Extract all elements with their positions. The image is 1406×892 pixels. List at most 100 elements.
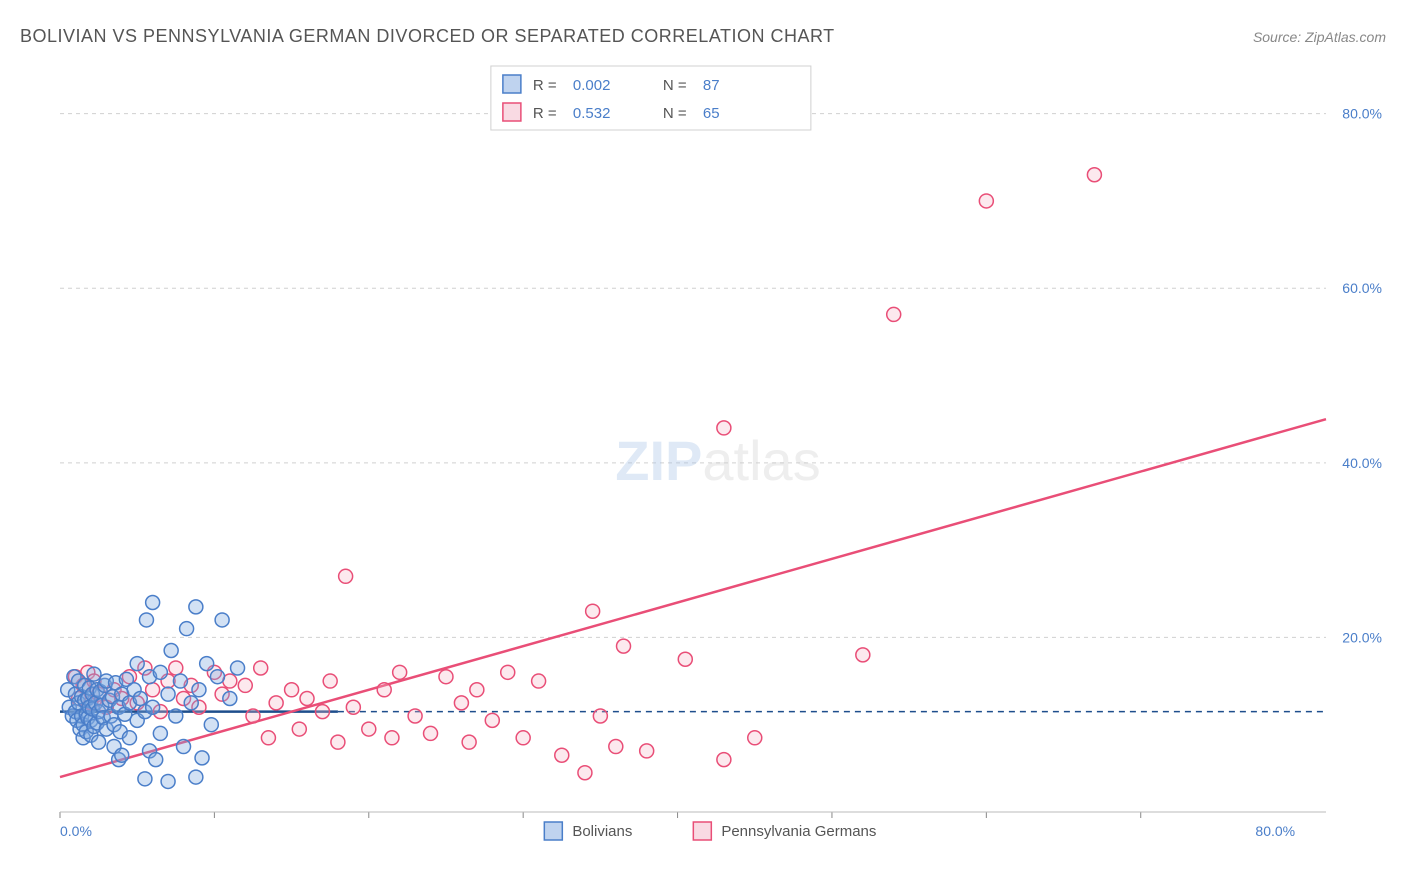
legend-stat-label: N = — [663, 77, 687, 94]
data-point — [856, 648, 870, 662]
data-point — [717, 421, 731, 435]
data-point — [717, 753, 731, 767]
data-point — [192, 683, 206, 697]
chart-title: BOLIVIAN VS PENNSYLVANIA GERMAN DIVORCED… — [20, 26, 835, 47]
data-point — [138, 772, 152, 786]
data-point — [385, 731, 399, 745]
data-point — [146, 683, 160, 697]
source-label: Source: ZipAtlas.com — [1253, 29, 1386, 45]
y-tick-label: 60.0% — [1342, 280, 1382, 296]
data-point — [269, 696, 283, 710]
y-tick-label: 80.0% — [1342, 106, 1382, 122]
data-point — [130, 657, 144, 671]
bottom-legend-swatch — [544, 822, 562, 840]
data-point — [887, 307, 901, 321]
legend-stat-r: 0.002 — [573, 77, 611, 94]
legend-stat-n: 65 — [703, 105, 720, 122]
data-point — [617, 639, 631, 653]
data-point — [516, 731, 530, 745]
data-point — [339, 569, 353, 583]
legend-stat-r: 0.532 — [573, 105, 611, 122]
plot-area: ZIPatlas0.0%80.0%20.0%40.0%60.0%80.0%Div… — [50, 60, 1386, 852]
data-point — [115, 748, 129, 762]
data-point — [678, 652, 692, 666]
data-point — [204, 718, 218, 732]
legend-swatch — [503, 103, 521, 121]
bottom-legend-label: Pennsylvania Germans — [721, 823, 876, 840]
data-point — [161, 774, 175, 788]
data-point — [1087, 168, 1101, 182]
data-point — [609, 740, 623, 754]
bottom-legend-label: Bolivians — [572, 823, 632, 840]
data-point — [315, 705, 329, 719]
data-point — [146, 700, 160, 714]
data-point — [439, 670, 453, 684]
data-point — [92, 735, 106, 749]
data-point — [238, 678, 252, 692]
legend-swatch — [503, 75, 521, 93]
data-point — [169, 661, 183, 675]
data-point — [254, 661, 268, 675]
data-point — [169, 709, 183, 723]
data-point — [246, 709, 260, 723]
data-point — [173, 674, 187, 688]
data-point — [408, 709, 422, 723]
data-point — [470, 683, 484, 697]
data-point — [485, 713, 499, 727]
data-point — [462, 735, 476, 749]
data-point — [640, 744, 654, 758]
data-point — [501, 665, 515, 679]
chart-svg: ZIPatlas0.0%80.0%20.0%40.0%60.0%80.0%Div… — [50, 60, 1386, 852]
data-point — [424, 726, 438, 740]
data-point — [161, 687, 175, 701]
data-point — [231, 661, 245, 675]
legend-stat-label: N = — [663, 105, 687, 122]
x-tick-label: 0.0% — [60, 823, 92, 839]
data-point — [578, 766, 592, 780]
data-point — [215, 613, 229, 627]
legend-stat-label: R = — [533, 77, 557, 94]
data-point — [292, 722, 306, 736]
data-point — [555, 748, 569, 762]
data-point — [164, 644, 178, 658]
data-point — [189, 600, 203, 614]
data-point — [153, 726, 167, 740]
data-point — [331, 735, 345, 749]
data-point — [146, 595, 160, 609]
y-tick-label: 20.0% — [1342, 629, 1382, 645]
data-point — [593, 709, 607, 723]
data-point — [377, 683, 391, 697]
data-point — [454, 696, 468, 710]
data-point — [195, 751, 209, 765]
data-point — [979, 194, 993, 208]
data-point — [285, 683, 299, 697]
data-point — [149, 753, 163, 767]
data-point — [261, 731, 275, 745]
data-point — [189, 770, 203, 784]
y-tick-label: 40.0% — [1342, 455, 1382, 471]
data-point — [393, 665, 407, 679]
data-point — [346, 700, 360, 714]
legend-stat-n: 87 — [703, 77, 720, 94]
data-point — [532, 674, 546, 688]
data-point — [153, 665, 167, 679]
bottom-legend-swatch — [693, 822, 711, 840]
data-point — [200, 657, 214, 671]
data-point — [362, 722, 376, 736]
data-point — [748, 731, 762, 745]
data-point — [210, 670, 224, 684]
header: BOLIVIAN VS PENNSYLVANIA GERMAN DIVORCED… — [20, 26, 1386, 47]
data-point — [223, 692, 237, 706]
watermark: ZIPatlas — [615, 429, 820, 492]
legend-stat-label: R = — [533, 105, 557, 122]
data-point — [139, 613, 153, 627]
data-point — [300, 692, 314, 706]
data-point — [184, 696, 198, 710]
data-point — [323, 674, 337, 688]
data-point — [133, 692, 147, 706]
x-tick-label: 80.0% — [1255, 823, 1295, 839]
data-point — [177, 740, 191, 754]
data-point — [122, 731, 136, 745]
data-point — [586, 604, 600, 618]
data-point — [180, 622, 194, 636]
